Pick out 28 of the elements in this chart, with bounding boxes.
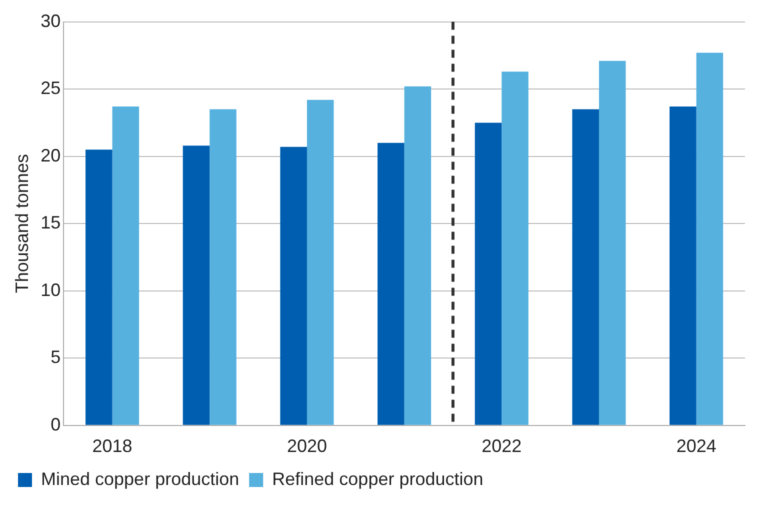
- bar: [474, 122, 502, 425]
- y-tick-label: 10: [40, 280, 61, 300]
- bar: [280, 146, 307, 425]
- legend-label: Mined copper production: [41, 468, 240, 489]
- bar: [306, 100, 334, 425]
- bar: [502, 72, 528, 425]
- x-tick-label: 2018: [92, 436, 132, 456]
- bar: [670, 106, 696, 425]
- bar: [598, 60, 626, 425]
- y-tick-label: 25: [40, 78, 61, 98]
- bar: [210, 109, 236, 425]
- y-tick-label: 0: [50, 414, 61, 434]
- bar: [86, 150, 112, 425]
- bar: [182, 146, 210, 425]
- y-tick-label: 30: [40, 10, 61, 31]
- y-tick-label: 20: [40, 145, 61, 166]
- bar: [112, 106, 140, 425]
- legend-label: Refined copper production: [272, 468, 484, 489]
- bar: [404, 86, 432, 425]
- x-tick-label: 2022: [482, 436, 522, 456]
- bar: [378, 142, 404, 425]
- bar: [572, 109, 599, 425]
- bar: [696, 52, 724, 425]
- y-tick-label: 15: [40, 212, 61, 233]
- x-tick-label: 2020: [286, 436, 327, 456]
- x-tick-label: 2024: [676, 436, 716, 456]
- y-axis-title: Thousand tonnes: [12, 154, 32, 294]
- y-tick-label: 5: [50, 347, 61, 368]
